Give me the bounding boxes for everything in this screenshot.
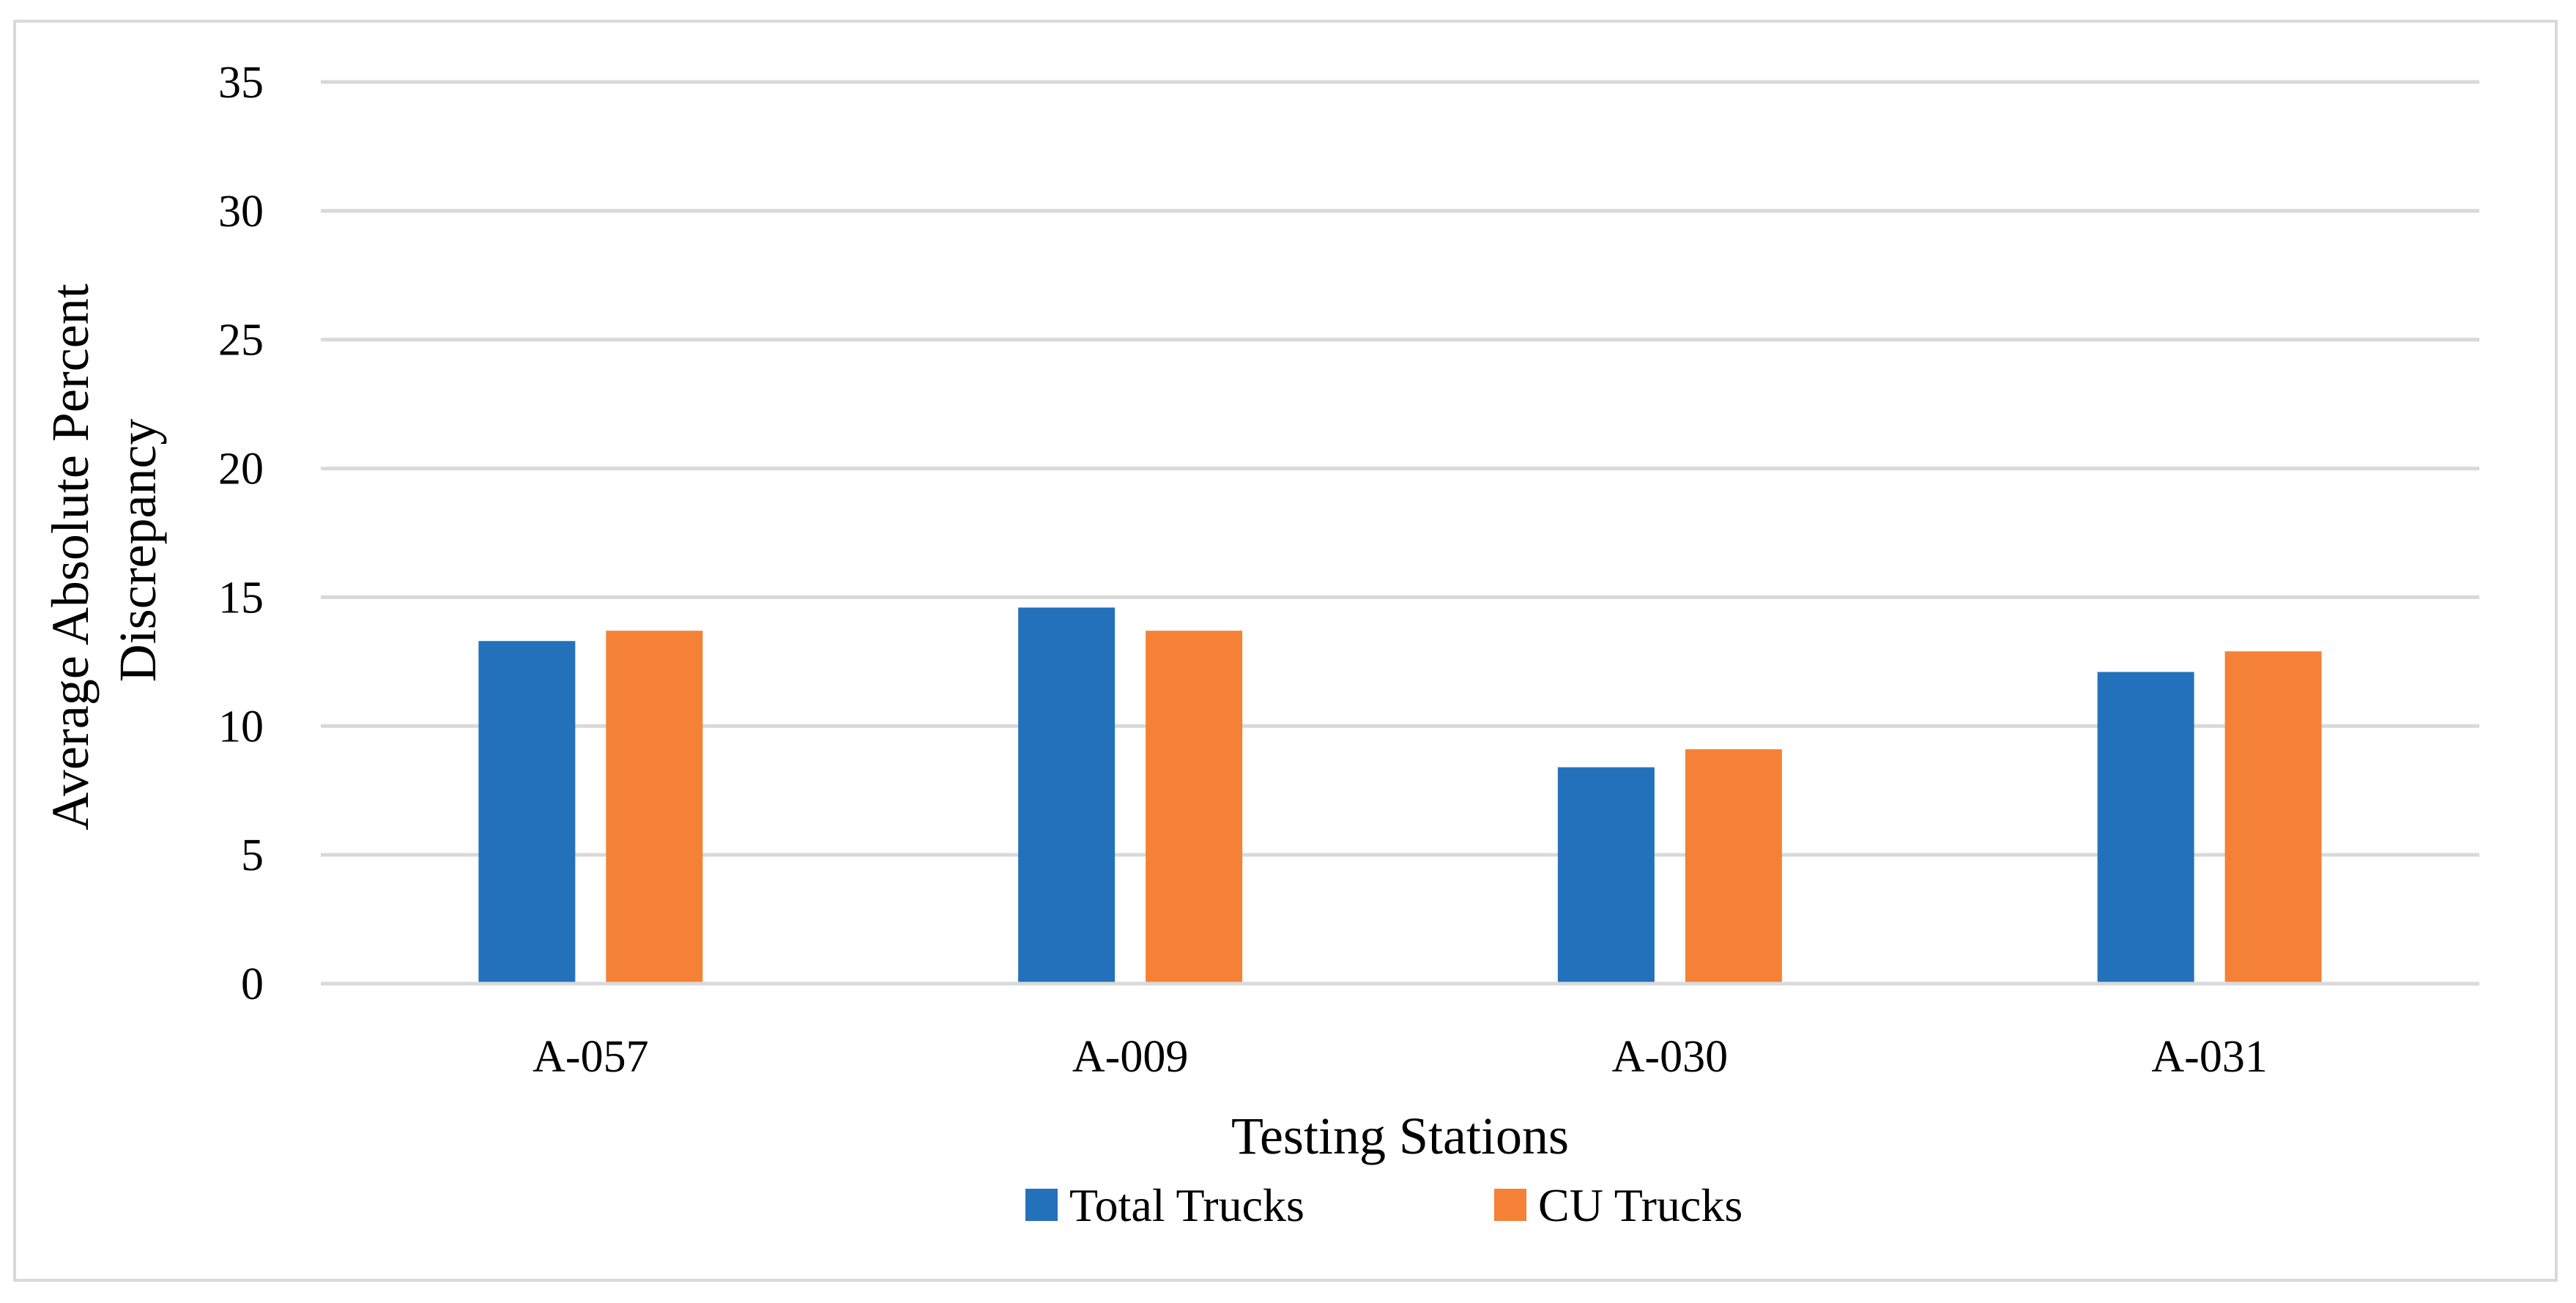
- y-tick-label-15: 15: [218, 573, 264, 623]
- x-axis-ticks: A-057 A-009 A-030 A-031: [532, 1032, 2268, 1082]
- y-axis-ticks: 0 5 10 15 20 25 30 35: [218, 58, 264, 1009]
- y-tick-label-0: 0: [241, 959, 264, 1009]
- bar-cu-trucks-a-031: [2224, 651, 2322, 984]
- y-tick-label-30: 30: [218, 187, 264, 237]
- y-tick-label-5: 5: [241, 831, 264, 880]
- y-tick-label-20: 20: [218, 445, 264, 494]
- x-tick-label-a-031: A-031: [2151, 1032, 2267, 1082]
- bar-cu-trucks-a-009: [1146, 631, 1243, 984]
- x-tick-label-a-009: A-009: [1072, 1032, 1188, 1082]
- bar-total-trucks-a-031: [2097, 672, 2194, 984]
- bar-total-trucks-a-030: [1557, 767, 1655, 984]
- bar-total-trucks-a-057: [478, 641, 576, 984]
- bars: [478, 607, 2322, 984]
- x-axis-title: Testing Stations: [1231, 1107, 1569, 1165]
- legend-label-total-trucks: Total Trucks: [1069, 1179, 1304, 1231]
- legend: Total Trucks CU Trucks: [1025, 1179, 1742, 1231]
- y-tick-label-10: 10: [218, 702, 264, 751]
- y-axis-title: Average Absolute Percent Discrepancy: [41, 270, 167, 830]
- y-tick-label-35: 35: [218, 58, 264, 108]
- x-tick-label-a-030: A-030: [1612, 1032, 1728, 1082]
- bar-cu-trucks-a-057: [606, 631, 703, 984]
- legend-swatch-total-trucks: [1025, 1189, 1058, 1221]
- y-tick-label-25: 25: [218, 316, 264, 365]
- y-axis-title-line-1: Average Absolute Percent: [41, 283, 100, 830]
- legend-label-cu-trucks: CU Trucks: [1538, 1179, 1742, 1231]
- x-tick-label-a-057: A-057: [532, 1032, 648, 1082]
- bar-total-trucks-a-009: [1018, 607, 1116, 984]
- chart-frame: [13, 20, 2558, 1282]
- bar-cu-trucks-a-030: [1685, 749, 1782, 984]
- y-axis-title-line-2: Discrepancy: [108, 419, 167, 683]
- legend-swatch-cu-trucks: [1494, 1189, 1526, 1221]
